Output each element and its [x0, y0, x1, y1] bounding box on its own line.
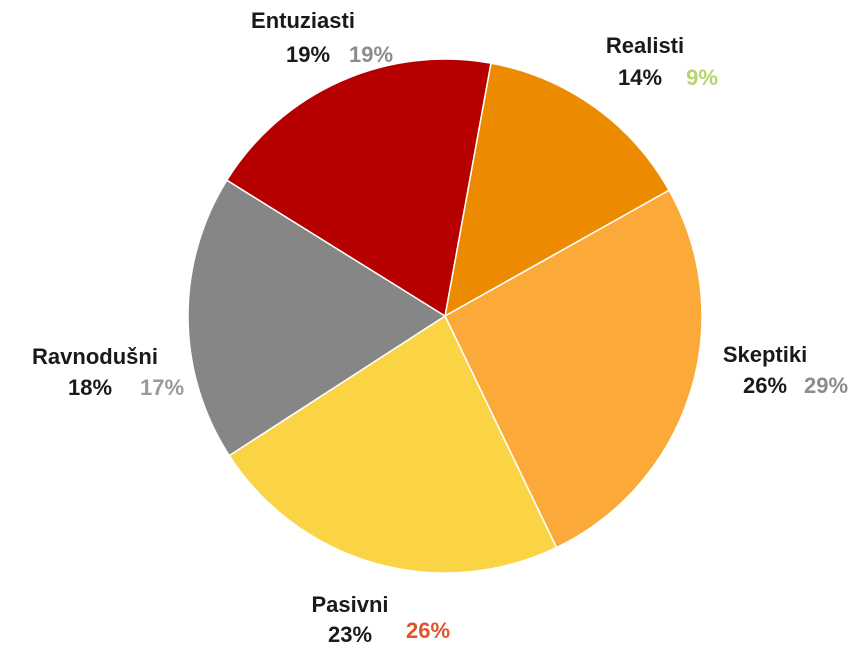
- value-label: 19%: [286, 42, 330, 67]
- second-value-label: 9%: [686, 65, 718, 90]
- pie-slice: [443, 62, 671, 318]
- value-label: 23%: [328, 622, 372, 647]
- pie-slice: [228, 314, 558, 574]
- category-label: Pasivni: [311, 592, 388, 617]
- category-label: Ravnodušni: [32, 344, 158, 369]
- pie-slice: [444, 189, 703, 549]
- value-label: 18%: [68, 375, 112, 400]
- second-value-label: 26%: [406, 618, 450, 643]
- value-label: 26%: [743, 373, 787, 398]
- category-label: Skeptiki: [723, 342, 807, 367]
- value-label: 14%: [618, 65, 662, 90]
- pie-slice: [225, 58, 492, 318]
- second-value-label: 17%: [140, 375, 184, 400]
- category-label: Entuziasti: [251, 8, 355, 33]
- pie-slice: [187, 179, 447, 457]
- second-value-label: 19%: [349, 42, 393, 67]
- category-label: Realisti: [606, 33, 684, 58]
- second-value-label: 29%: [804, 373, 848, 398]
